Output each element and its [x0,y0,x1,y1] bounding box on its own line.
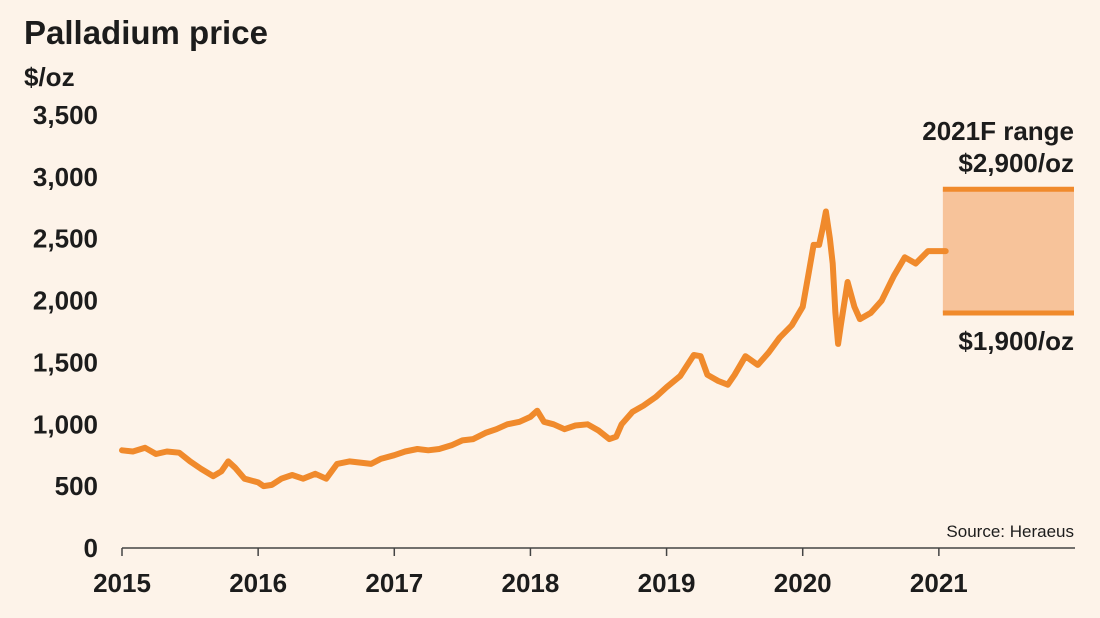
y-tick-label: 2,500 [33,224,98,254]
chart-title: Palladium price [24,14,268,51]
forecast-range-label: 2021F range [922,116,1074,146]
y-tick-label: 500 [55,471,98,501]
x-tick-label: 2019 [638,568,696,598]
x-tick-label: 2021 [910,568,968,598]
x-tick-label: 2015 [93,568,151,598]
x-tick-label: 2020 [774,568,832,598]
forecast-range-low-label: $1,900/oz [958,326,1074,356]
y-axis-unit: $/oz [24,62,75,92]
forecast-range-high-label: $2,900/oz [958,148,1074,178]
x-tick-label: 2016 [229,568,287,598]
y-tick-label: 0 [84,533,98,563]
y-tick-label: 3,500 [33,100,98,130]
y-tick-label: 1,000 [33,409,98,439]
y-tick-label: 2,000 [33,286,98,316]
forecast-range-box [942,189,1074,313]
series-line-palladium [119,208,949,490]
x-tick-label: 2018 [502,568,560,598]
y-axis: 0 500 1,000 1,500 2,000 2,500 3,000 3,500 [33,100,98,563]
x-tick-label: 2017 [365,568,423,598]
y-tick-label: 1,500 [33,347,98,377]
source-note: Source: Heraeus [946,522,1074,541]
x-axis: 2015 2016 2017 2018 2019 2020 2021 [93,547,1075,598]
y-tick-label: 3,000 [33,162,98,192]
